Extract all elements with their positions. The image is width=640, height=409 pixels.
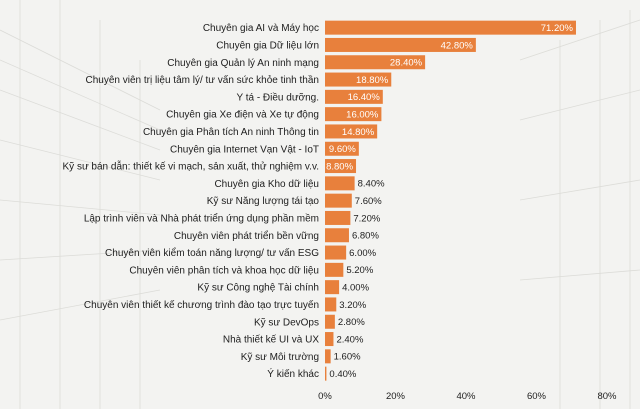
bar bbox=[325, 245, 347, 260]
bar bbox=[325, 228, 349, 243]
category-label: Chuyên viên kiểm toán năng lượng/ tư vấn… bbox=[105, 247, 319, 259]
value-label: 2.40% bbox=[336, 334, 363, 345]
bar bbox=[325, 193, 352, 208]
x-tick-label: 20% bbox=[386, 391, 406, 402]
bar bbox=[325, 141, 359, 156]
bar bbox=[325, 55, 426, 70]
value-label: 8.80% bbox=[326, 161, 353, 172]
bar bbox=[325, 210, 351, 225]
category-label: Lập trình viên và Nhà phát triển ứng dụn… bbox=[84, 212, 319, 224]
value-label: 6.80% bbox=[352, 231, 379, 242]
value-label: 4.00% bbox=[342, 282, 369, 293]
category-label: Kỹ sư bán dẫn: thiết kế vi mạch, sản xuấ… bbox=[63, 160, 319, 173]
category-label: Kỹ sư DevOps bbox=[254, 317, 319, 328]
category-label: Kỹ sư Môi trường bbox=[241, 352, 319, 363]
category-label: Chuyên viên thiết kế chương trình đào tạ… bbox=[84, 299, 319, 311]
bar bbox=[325, 366, 327, 381]
value-label: 7.20% bbox=[353, 213, 380, 224]
category-label: Chuyên gia Phân tích An ninh Thông tin bbox=[143, 127, 319, 138]
category-label: Kỹ sư Năng lượng tái tạo bbox=[207, 196, 320, 207]
value-label: 16.00% bbox=[346, 109, 379, 120]
bar bbox=[325, 262, 344, 277]
value-label: 7.60% bbox=[355, 196, 382, 207]
bar bbox=[325, 314, 335, 329]
bar bbox=[325, 107, 382, 122]
category-label: Chuyên gia Internet Vạn Vật - IoT bbox=[170, 144, 319, 155]
x-tick-label: 60% bbox=[527, 391, 547, 402]
bar bbox=[325, 297, 337, 312]
category-label: Chuyên gia Kho dữ liệu bbox=[214, 179, 319, 190]
bar bbox=[325, 332, 334, 347]
value-label: 18.80% bbox=[356, 75, 389, 86]
category-label: Chuyên gia Dữ liệu lớn bbox=[216, 40, 319, 51]
bar bbox=[325, 20, 576, 35]
value-label: 9.60% bbox=[329, 144, 356, 155]
category-label: Chuyên viên phát triển bền vững bbox=[174, 230, 319, 242]
value-label: 8.40% bbox=[358, 179, 385, 190]
category-label: Y tá - Điều dưỡng. bbox=[236, 91, 319, 103]
bar bbox=[325, 280, 340, 295]
value-label: 14.80% bbox=[342, 127, 375, 138]
value-label: 71.20% bbox=[541, 23, 574, 34]
value-label: 42.80% bbox=[441, 40, 474, 51]
value-label: 0.40% bbox=[329, 369, 356, 380]
value-label: 1.60% bbox=[334, 352, 361, 363]
category-label: Kỹ sư Công nghệ Tài chính bbox=[197, 283, 319, 294]
bar bbox=[325, 37, 476, 52]
bar bbox=[325, 72, 392, 87]
value-label: 3.20% bbox=[339, 300, 366, 311]
category-label: Nhà thiết kế UI và UX bbox=[223, 334, 319, 346]
category-label: Chuyên gia Xe điện và Xe tự động bbox=[166, 110, 319, 121]
value-label: 16.40% bbox=[348, 92, 381, 103]
x-tick-label: 0% bbox=[318, 391, 332, 402]
bar bbox=[325, 349, 331, 364]
category-label: Chuyên viên phân tích và khoa học dữ liệ… bbox=[129, 265, 319, 276]
x-tick-label: 40% bbox=[456, 391, 476, 402]
category-label: Ý kiến khác bbox=[267, 367, 319, 380]
value-label: 5.20% bbox=[346, 265, 373, 276]
category-label: Chuyên viên trị liệu tâm lý/ tư vấn sức … bbox=[85, 74, 319, 86]
bar bbox=[325, 124, 378, 139]
x-tick-label: 80% bbox=[597, 391, 617, 402]
bar bbox=[325, 159, 357, 174]
category-label: Chuyên gia Quản lý An ninh mạng bbox=[167, 58, 319, 69]
bar bbox=[325, 176, 355, 191]
value-label: 2.80% bbox=[338, 317, 365, 328]
value-label: 6.00% bbox=[349, 248, 376, 259]
value-label: 28.40% bbox=[390, 58, 423, 69]
bar bbox=[325, 89, 383, 104]
category-label: Chuyên gia AI và Máy học bbox=[203, 23, 319, 34]
